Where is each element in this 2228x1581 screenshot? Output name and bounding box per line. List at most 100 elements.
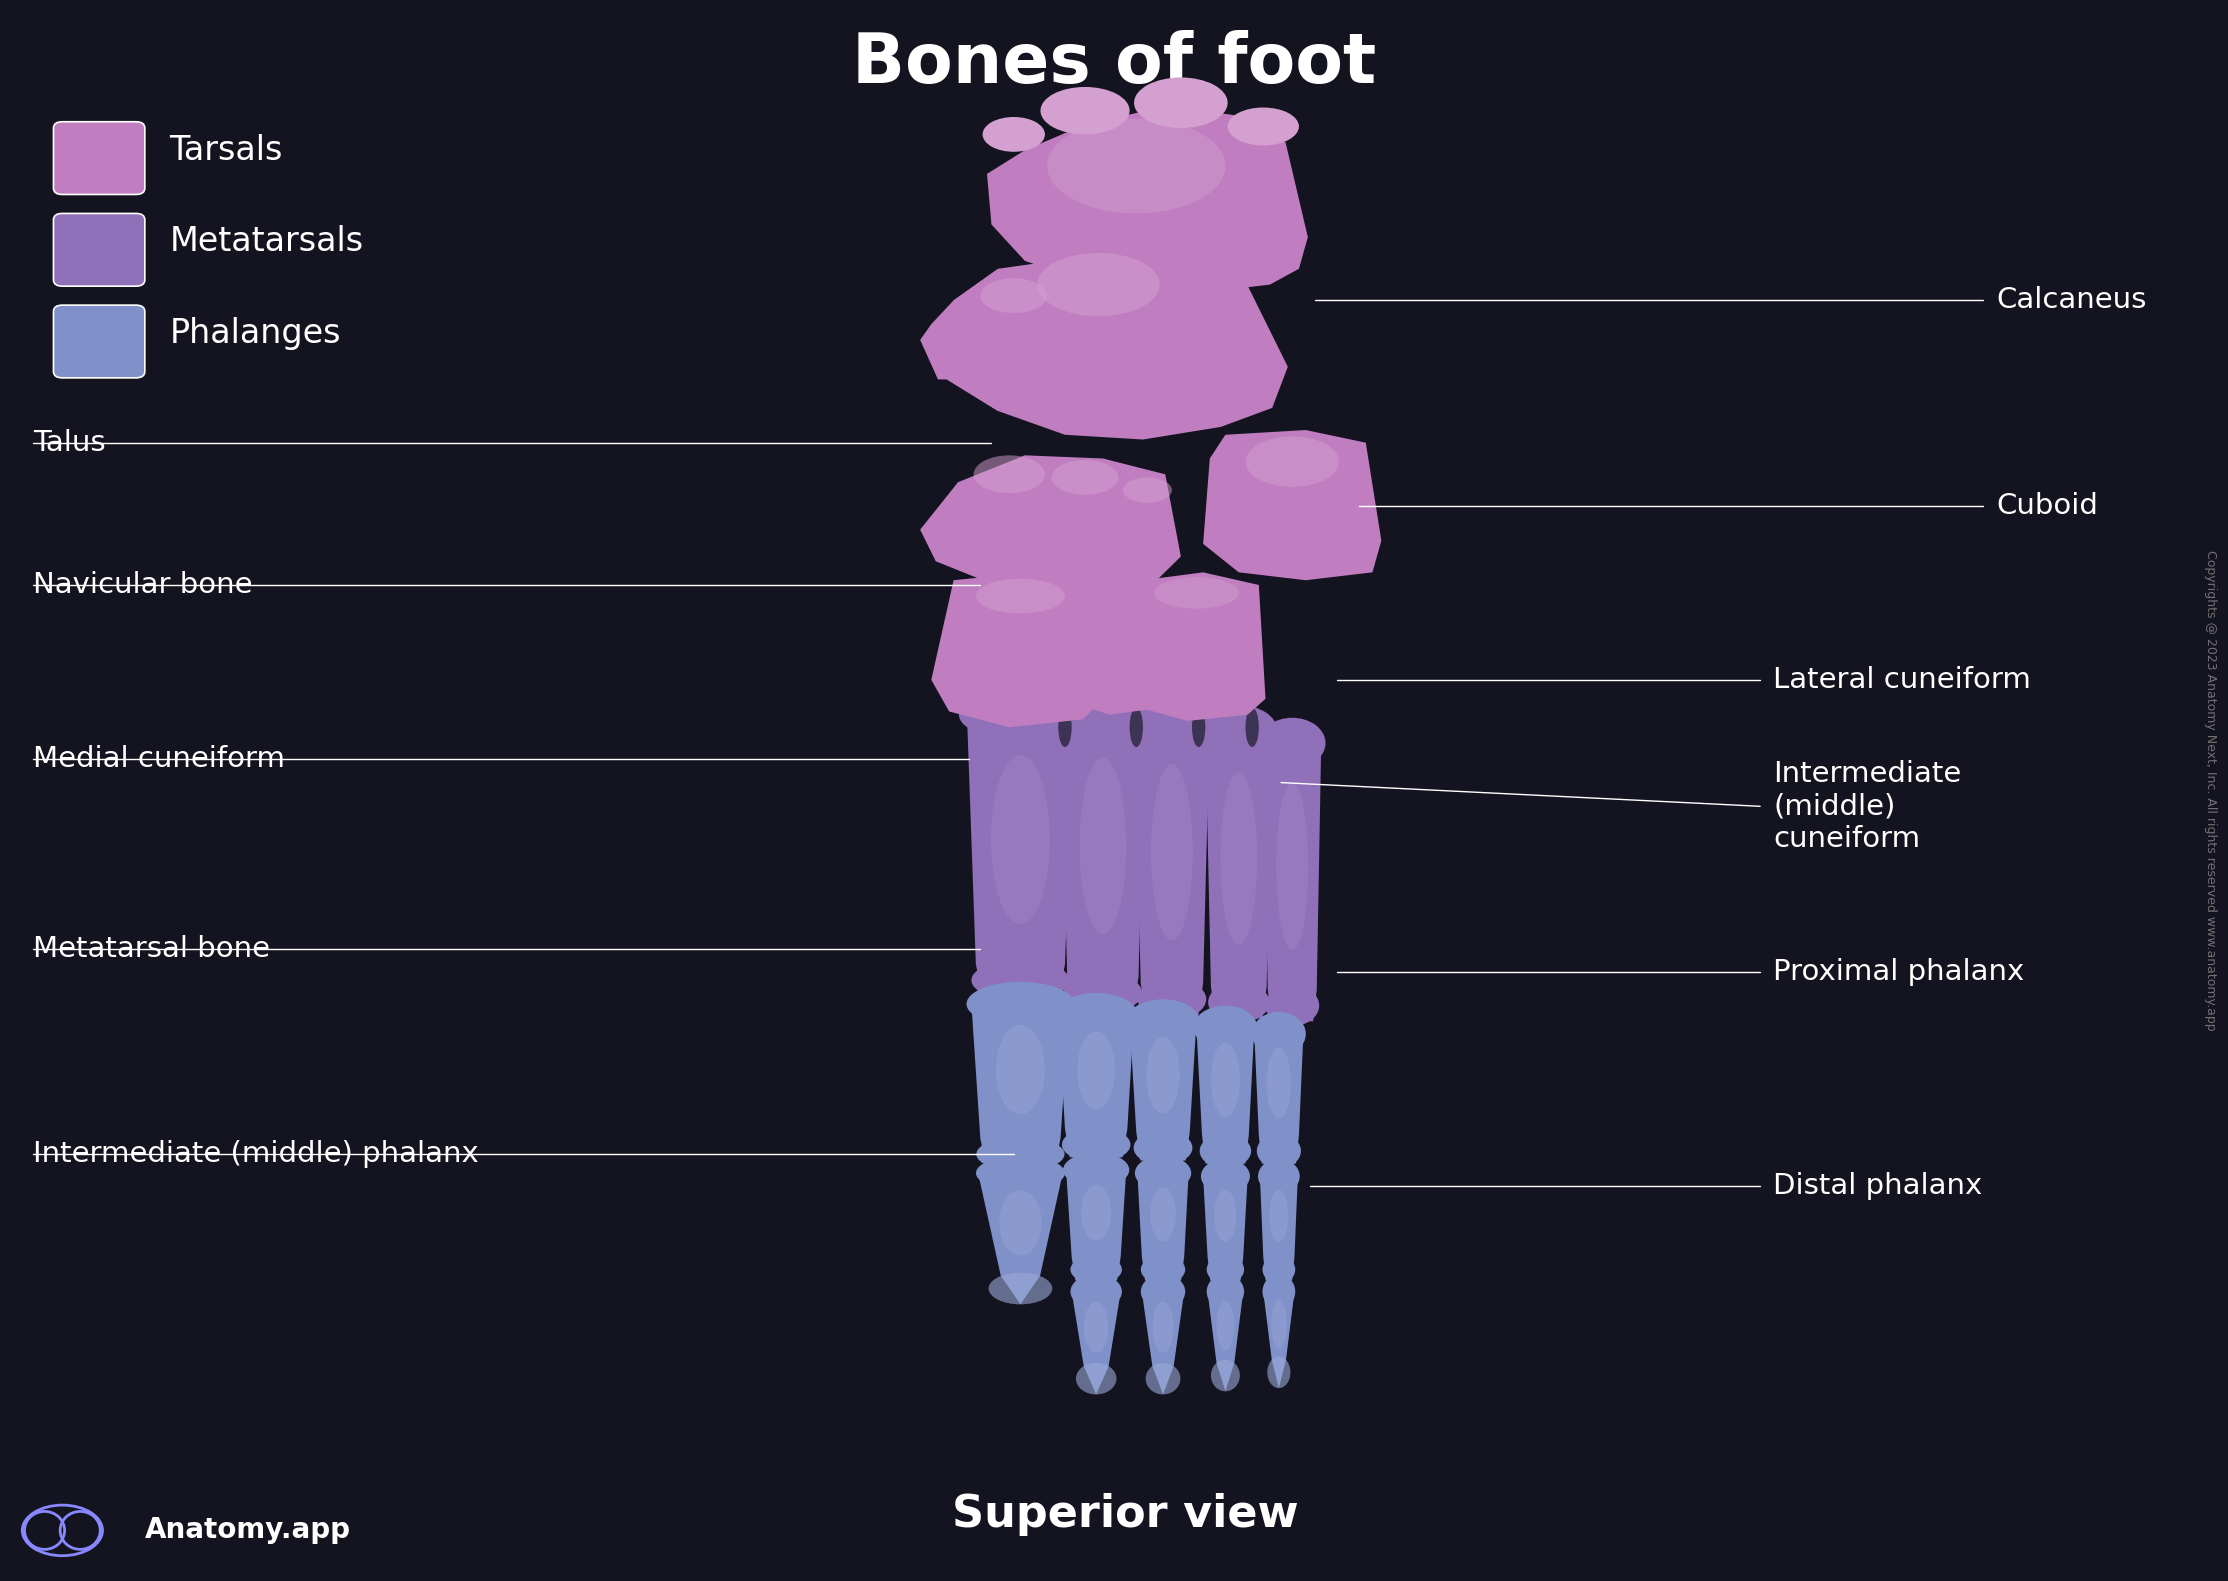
Ellipse shape bbox=[1081, 757, 1125, 934]
Text: Bones of foot: Bones of foot bbox=[851, 30, 1377, 96]
Ellipse shape bbox=[1052, 460, 1118, 495]
Polygon shape bbox=[1261, 1176, 1297, 1281]
Text: Talus: Talus bbox=[33, 428, 107, 457]
Ellipse shape bbox=[976, 579, 1065, 613]
Text: Proximal phalanx: Proximal phalanx bbox=[1773, 958, 2025, 987]
Ellipse shape bbox=[1139, 979, 1205, 1020]
Ellipse shape bbox=[1134, 77, 1228, 128]
FancyBboxPatch shape bbox=[53, 122, 145, 194]
Ellipse shape bbox=[1145, 1363, 1181, 1394]
Text: Metatarsals: Metatarsals bbox=[169, 226, 363, 258]
Ellipse shape bbox=[1268, 1356, 1290, 1388]
Polygon shape bbox=[967, 715, 1074, 996]
Ellipse shape bbox=[1270, 1189, 1288, 1243]
Polygon shape bbox=[1143, 1292, 1185, 1394]
Ellipse shape bbox=[1069, 1274, 1123, 1309]
Ellipse shape bbox=[1069, 1255, 1123, 1284]
FancyBboxPatch shape bbox=[53, 213, 145, 286]
Ellipse shape bbox=[1216, 1301, 1234, 1350]
Text: Anatomy.app: Anatomy.app bbox=[145, 1516, 350, 1545]
Ellipse shape bbox=[1076, 1363, 1116, 1394]
Polygon shape bbox=[1263, 743, 1321, 1021]
Polygon shape bbox=[947, 258, 1288, 440]
Ellipse shape bbox=[1076, 1031, 1116, 1110]
Ellipse shape bbox=[1058, 708, 1072, 748]
FancyBboxPatch shape bbox=[53, 305, 145, 378]
Text: Phalanges: Phalanges bbox=[169, 318, 341, 349]
Ellipse shape bbox=[991, 756, 1049, 923]
Ellipse shape bbox=[1214, 1189, 1237, 1243]
Ellipse shape bbox=[1245, 436, 1339, 487]
Text: Medial cuneiform: Medial cuneiform bbox=[33, 745, 285, 773]
Polygon shape bbox=[931, 572, 1098, 727]
Ellipse shape bbox=[1154, 577, 1239, 609]
Text: Distal phalanx: Distal phalanx bbox=[1773, 1172, 1983, 1200]
Ellipse shape bbox=[1208, 1255, 1243, 1284]
Ellipse shape bbox=[1192, 708, 1205, 748]
Polygon shape bbox=[1254, 1034, 1303, 1164]
Ellipse shape bbox=[1130, 708, 1143, 748]
Ellipse shape bbox=[1194, 1006, 1257, 1050]
Text: Copyrights @ 2023 Anatomy Next, Inc. All rights reserved www.anatomy.app: Copyrights @ 2023 Anatomy Next, Inc. All… bbox=[2203, 550, 2217, 1031]
Ellipse shape bbox=[996, 1024, 1045, 1115]
Polygon shape bbox=[1134, 721, 1210, 1015]
Text: Superior view: Superior view bbox=[951, 1492, 1299, 1537]
Polygon shape bbox=[1205, 730, 1272, 1018]
Ellipse shape bbox=[1221, 772, 1257, 945]
Ellipse shape bbox=[1245, 708, 1259, 748]
Ellipse shape bbox=[974, 455, 1045, 493]
Ellipse shape bbox=[1081, 1186, 1112, 1240]
Polygon shape bbox=[1130, 1021, 1196, 1160]
Ellipse shape bbox=[1054, 993, 1139, 1037]
Ellipse shape bbox=[1201, 705, 1277, 756]
Ellipse shape bbox=[1212, 1042, 1239, 1118]
Ellipse shape bbox=[1038, 253, 1159, 316]
Polygon shape bbox=[1263, 1292, 1294, 1388]
Polygon shape bbox=[1196, 1028, 1254, 1164]
Ellipse shape bbox=[967, 982, 1074, 1026]
Polygon shape bbox=[920, 269, 998, 411]
Ellipse shape bbox=[1259, 1159, 1299, 1194]
Polygon shape bbox=[1139, 1173, 1190, 1281]
Polygon shape bbox=[1125, 572, 1266, 721]
Ellipse shape bbox=[1201, 1159, 1250, 1194]
Ellipse shape bbox=[1252, 1012, 1306, 1056]
Polygon shape bbox=[1208, 1292, 1243, 1391]
Polygon shape bbox=[1061, 715, 1145, 1009]
Polygon shape bbox=[1203, 430, 1381, 580]
Ellipse shape bbox=[1228, 108, 1299, 145]
Ellipse shape bbox=[1152, 1301, 1174, 1353]
Ellipse shape bbox=[1063, 1127, 1130, 1162]
Ellipse shape bbox=[1127, 696, 1216, 746]
Ellipse shape bbox=[980, 278, 1047, 313]
Text: Intermediate
(middle)
cuneiform: Intermediate (middle) cuneiform bbox=[1773, 760, 1961, 852]
Ellipse shape bbox=[1270, 1300, 1288, 1349]
Ellipse shape bbox=[983, 117, 1045, 152]
Ellipse shape bbox=[976, 1156, 1065, 1190]
Polygon shape bbox=[1052, 575, 1176, 715]
Ellipse shape bbox=[1263, 1274, 1294, 1309]
Ellipse shape bbox=[1263, 1255, 1294, 1284]
Ellipse shape bbox=[1266, 1047, 1290, 1119]
Polygon shape bbox=[987, 106, 1308, 292]
Ellipse shape bbox=[1063, 1153, 1130, 1187]
Ellipse shape bbox=[1277, 783, 1308, 950]
Text: Navicular bone: Navicular bone bbox=[33, 571, 254, 599]
Text: Calcaneus: Calcaneus bbox=[1996, 286, 2146, 315]
Text: Lateral cuneiform: Lateral cuneiform bbox=[1773, 666, 2032, 694]
Ellipse shape bbox=[1212, 1360, 1239, 1391]
Ellipse shape bbox=[1266, 985, 1319, 1026]
Ellipse shape bbox=[1085, 1301, 1107, 1353]
Polygon shape bbox=[1058, 1015, 1134, 1157]
Ellipse shape bbox=[1150, 1187, 1176, 1241]
Ellipse shape bbox=[1127, 999, 1199, 1043]
Ellipse shape bbox=[958, 689, 1083, 740]
Text: Cuboid: Cuboid bbox=[1996, 492, 2099, 520]
Ellipse shape bbox=[1141, 1274, 1185, 1309]
Ellipse shape bbox=[1134, 1156, 1192, 1190]
Ellipse shape bbox=[1259, 718, 1326, 768]
Text: Intermediate (middle) phalanx: Intermediate (middle) phalanx bbox=[33, 1140, 479, 1168]
Ellipse shape bbox=[1047, 119, 1225, 213]
Ellipse shape bbox=[998, 1190, 1043, 1255]
Polygon shape bbox=[1065, 1170, 1125, 1281]
